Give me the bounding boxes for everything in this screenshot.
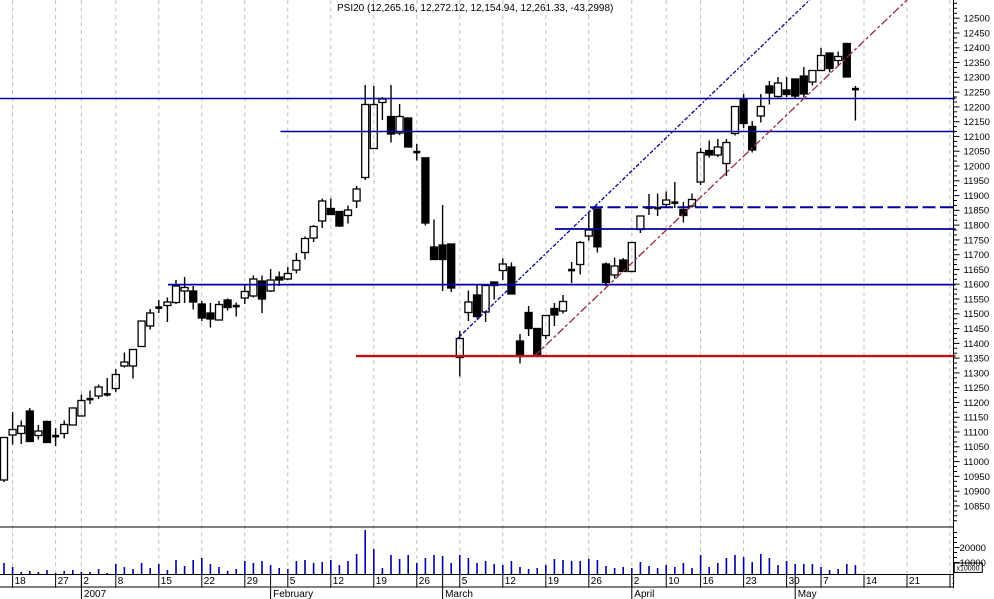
svg-text:12: 12 [505,576,517,587]
svg-text:2: 2 [634,576,640,587]
svg-text:12050: 12050 [964,147,990,158]
svg-text:30: 30 [789,576,801,587]
svg-text:5: 5 [462,576,468,587]
svg-text:April: April [634,589,654,599]
svg-text:11750: 11750 [964,235,990,246]
svg-text:10000: 10000 [960,558,986,569]
svg-text:29: 29 [247,576,259,587]
svg-text:11000: 11000 [964,457,990,468]
svg-text:7: 7 [823,576,829,587]
svg-text:12400: 12400 [964,43,990,54]
svg-text:12250: 12250 [964,88,990,99]
svg-text:11600: 11600 [964,280,990,291]
svg-text:20000: 20000 [960,543,986,554]
svg-text:11250: 11250 [964,383,990,394]
svg-text:2: 2 [83,576,89,587]
svg-text:12200: 12200 [964,102,990,113]
svg-text:12300: 12300 [964,73,990,84]
svg-text:21: 21 [909,576,921,587]
svg-text:26: 26 [591,576,603,587]
svg-text:12: 12 [333,576,345,587]
svg-text:10: 10 [668,576,680,587]
svg-text:18: 18 [15,576,27,587]
svg-text:10850: 10850 [964,501,990,512]
svg-text:11300: 11300 [964,368,990,379]
svg-text:12000: 12000 [964,161,990,172]
svg-text:May: May [798,589,817,599]
svg-text:10900: 10900 [964,487,990,498]
svg-text:16: 16 [703,576,715,587]
svg-text:11450: 11450 [964,324,990,335]
svg-text:11850: 11850 [964,206,990,217]
svg-text:14: 14 [866,576,878,587]
svg-text:19: 19 [548,576,560,587]
svg-text:11400: 11400 [964,339,990,350]
svg-text:2007: 2007 [84,589,107,599]
svg-text:12450: 12450 [964,28,990,39]
svg-text:11050: 11050 [964,442,990,453]
svg-text:11650: 11650 [964,265,990,276]
svg-text:12100: 12100 [964,132,990,143]
svg-text:11950: 11950 [964,176,990,187]
svg-text:11350: 11350 [964,354,990,365]
svg-text:12150: 12150 [964,117,990,128]
svg-text:11100: 11100 [964,427,989,438]
svg-text:February: February [273,589,313,599]
svg-text:27: 27 [58,576,70,587]
svg-text:5: 5 [290,576,296,587]
svg-text:12350: 12350 [964,58,990,69]
svg-text:11800: 11800 [964,221,990,232]
svg-text:15: 15 [161,576,173,587]
svg-text:19: 19 [376,576,388,587]
svg-text:11200: 11200 [964,398,990,409]
svg-text:22: 22 [204,576,216,587]
svg-text:11500: 11500 [964,309,990,320]
svg-text:11700: 11700 [964,250,990,261]
svg-text:March: March [445,589,473,599]
svg-text:10950: 10950 [964,472,990,483]
svg-text:23: 23 [746,576,758,587]
svg-text:11900: 11900 [964,191,990,202]
svg-text:PSI20 (12,265.16, 12,272.12, 1: PSI20 (12,265.16, 12,272.12, 12,154.94, … [337,3,613,14]
svg-text:11150: 11150 [964,413,989,424]
svg-text:8: 8 [118,576,124,587]
svg-text:11550: 11550 [964,294,990,305]
svg-text:x10000: x10000 [957,566,980,573]
svg-text:26: 26 [419,576,431,587]
svg-text:12500: 12500 [964,14,990,25]
